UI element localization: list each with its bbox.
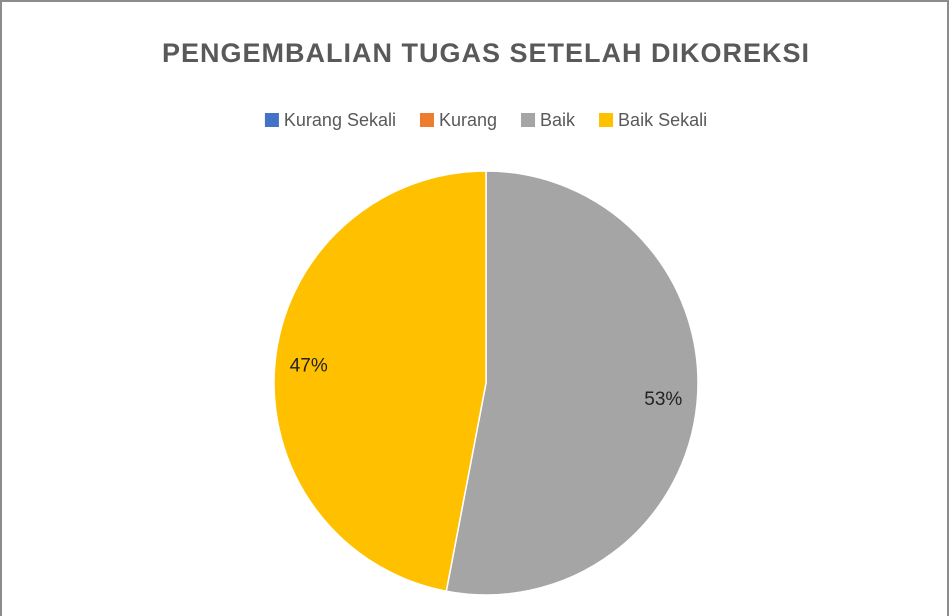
- legend-swatch: [264, 113, 279, 127]
- data-label: 53%: [644, 389, 682, 410]
- legend-swatch: [599, 113, 614, 127]
- chart-title: PENGEMBALIAN TUGAS SETELAH DIKOREKSI: [162, 38, 810, 68]
- legend-label: Baik Sekali: [618, 110, 707, 130]
- legend-label: Kurang: [439, 110, 497, 130]
- pie-slice: [273, 170, 487, 593]
- pie-slice: [445, 170, 699, 596]
- legend-swatch: [521, 113, 536, 127]
- legend-label: Kurang Sekali: [284, 110, 396, 130]
- legend-label: Baik: [540, 110, 576, 130]
- data-label: 47%: [290, 355, 328, 376]
- legend-swatch: [419, 113, 434, 127]
